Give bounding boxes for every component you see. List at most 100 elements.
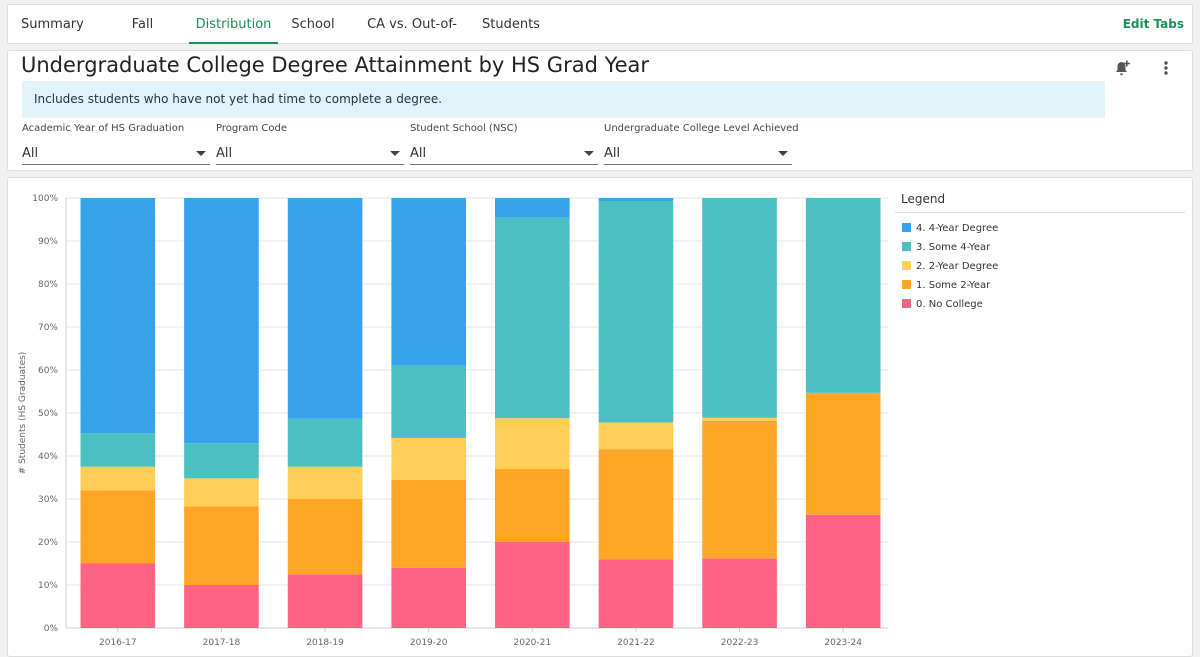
filter-select[interactable]: All	[216, 144, 404, 165]
bar-segment[interactable]	[495, 468, 570, 542]
bar-segment[interactable]	[805, 198, 881, 393]
filter-hs-grad-year: Academic Year of HS Graduation All	[22, 123, 210, 165]
bar-segment[interactable]	[598, 198, 674, 202]
filter-label: Academic Year of HS Graduation	[22, 123, 185, 134]
bar-segment[interactable]	[184, 478, 259, 507]
tab-students[interactable]: Students	[482, 17, 540, 32]
bar-segment[interactable]	[184, 506, 259, 585]
filter-value: All	[410, 146, 427, 161]
bar-segment[interactable]	[287, 466, 363, 499]
legend-item[interactable]: 3. Some 4-Year	[895, 238, 1185, 257]
bar-segment[interactable]	[598, 201, 674, 423]
y-tick-label: 50%	[38, 409, 58, 419]
y-tick-label: 100%	[32, 194, 58, 204]
filter-select[interactable]: All	[410, 144, 598, 165]
bar-segment[interactable]	[805, 514, 881, 628]
tab-ca-vs-out-of-state[interactable]: CA vs. Out-of-State	[367, 17, 457, 71]
legend-item[interactable]: 2. 2-Year Degree	[895, 257, 1185, 276]
tab-school[interactable]: School	[291, 17, 335, 32]
x-tick-label: 2020-21	[514, 638, 552, 648]
filter-label: Undergraduate College Level Achieved	[604, 123, 799, 134]
filter-value: All	[22, 146, 39, 161]
filter-value: All	[604, 146, 621, 161]
filter-label: Program Code	[216, 123, 287, 134]
page-title: Undergraduate College Degree Attainment …	[21, 53, 650, 77]
bar-segment[interactable]	[702, 198, 777, 418]
legend-swatch	[902, 241, 911, 251]
legend-title: Legend	[901, 192, 946, 206]
chevron-down-icon	[778, 151, 788, 156]
y-tick-label: 90%	[38, 237, 58, 247]
legend-label: 1. Some 2-Year	[916, 280, 991, 291]
legend-item[interactable]: 1. Some 2-Year	[895, 276, 1185, 295]
bar-segment[interactable]	[391, 365, 466, 438]
bar-segment[interactable]	[184, 443, 259, 479]
tab-bar: Summary Fall Enrollment Distribution Sch…	[7, 4, 1193, 71]
bar-segment[interactable]	[80, 490, 156, 564]
bell-plus-icon[interactable]	[1112, 58, 1132, 78]
bar-segment[interactable]	[80, 433, 156, 467]
bar-segment[interactable]	[598, 449, 674, 560]
bar-segment[interactable]	[495, 418, 570, 469]
filter-value: All	[216, 146, 233, 161]
legend-swatch	[902, 260, 911, 270]
bar-segment[interactable]	[287, 418, 363, 467]
tab-summary[interactable]: Summary	[21, 17, 84, 32]
legend-swatch	[902, 279, 911, 289]
bar-segment[interactable]	[598, 422, 674, 450]
y-axis-title: # Students (HS Graduates)	[18, 352, 28, 475]
bar-segment[interactable]	[495, 542, 570, 628]
stacked-bar-chart: 0% 10% 20% 30% 40% 50% 60% 70% 80% 90% 100% # Stude…	[18, 194, 888, 648]
y-tick-label: 60%	[38, 366, 58, 376]
x-tick-label: 2023-24	[824, 638, 862, 648]
x-tick-label: 2022-23	[721, 638, 759, 648]
filter-student-school: Student School (NSC) All	[410, 123, 598, 165]
legend-label: 3. Some 4-Year	[916, 242, 991, 253]
bar-segment[interactable]	[805, 392, 881, 515]
bar-segment[interactable]	[80, 198, 156, 434]
edit-tabs-button[interactable]: Edit Tabs	[1122, 17, 1184, 31]
bar-segment[interactable]	[391, 437, 466, 480]
y-tick-label: 10%	[38, 581, 58, 591]
y-tick-label: 70%	[38, 323, 58, 333]
x-tick-label: 2018-19	[306, 638, 344, 648]
bar-segment[interactable]	[391, 567, 466, 628]
bar-segment[interactable]	[184, 585, 259, 628]
legend-label: 2. 2-Year Degree	[916, 261, 999, 272]
chevron-down-icon	[390, 151, 400, 156]
y-tick-label: 40%	[38, 452, 58, 462]
x-tick-label: 2017-18	[203, 638, 241, 648]
y-tick-label: 0%	[44, 624, 59, 634]
bar-segment[interactable]	[80, 563, 156, 629]
bar-segment[interactable]	[702, 558, 777, 628]
filter-college-level: Undergraduate College Level Achieved All	[604, 123, 799, 165]
legend-swatch	[902, 298, 911, 308]
legend-item[interactable]: 4. 4-Year Degree	[895, 219, 1185, 238]
more-vertical-icon[interactable]	[1160, 58, 1172, 78]
bar-segment[interactable]	[495, 198, 570, 218]
bar-segment[interactable]	[391, 479, 466, 568]
bar-segment[interactable]	[702, 420, 777, 559]
bar-segment[interactable]	[702, 417, 777, 421]
legend-item[interactable]: 0. No College	[895, 295, 1185, 314]
bar-segment[interactable]	[287, 198, 363, 419]
bar-segment[interactable]	[287, 499, 363, 575]
bar-segment[interactable]	[495, 217, 570, 419]
tab-fall-enrollment[interactable]: Fall Enrollment	[107, 17, 178, 71]
bar-segment[interactable]	[184, 198, 259, 444]
filter-label: Student School (NSC)	[410, 123, 518, 134]
tab-distribution[interactable]: Distribution	[189, 5, 278, 44]
x-tick-label: 2016-17	[99, 638, 137, 648]
bar-segment[interactable]	[598, 559, 674, 628]
bar-segment[interactable]	[287, 574, 363, 628]
filter-program-code: Program Code All	[216, 123, 404, 165]
bar-segment[interactable]	[80, 466, 156, 491]
legend-label: 4. 4-Year Degree	[916, 223, 999, 234]
filter-select[interactable]: All	[22, 144, 210, 165]
chevron-down-icon	[196, 151, 206, 156]
legend: Legend 4. 4-Year Degree 3. Some 4-Year 2. …	[895, 192, 1185, 314]
y-tick-label: 20%	[38, 538, 58, 548]
y-tick-label: 80%	[38, 280, 58, 290]
filter-select[interactable]: All	[604, 144, 792, 165]
bar-segment[interactable]	[391, 198, 466, 366]
